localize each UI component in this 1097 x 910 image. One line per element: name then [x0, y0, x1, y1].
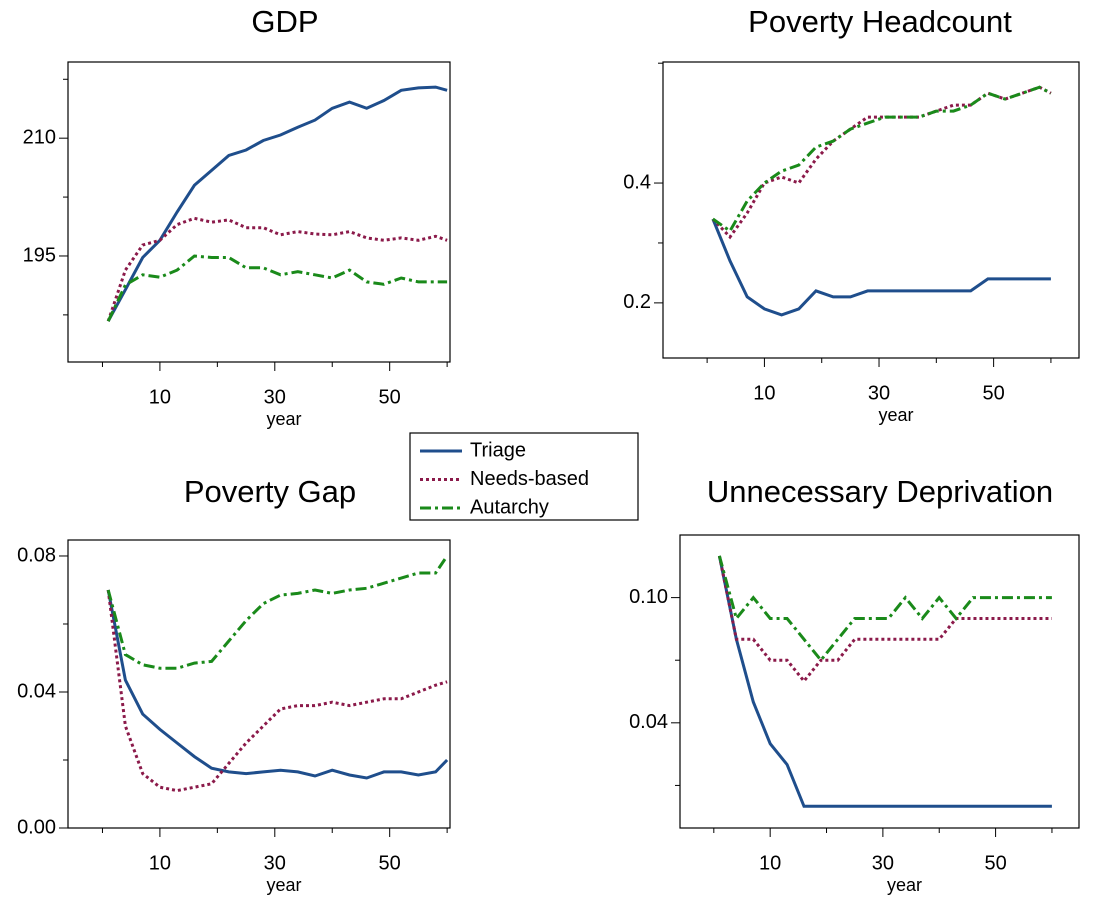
x-tick-label: 10 — [149, 386, 171, 408]
series-line — [106, 216, 448, 322]
x-tick-label: 50 — [984, 852, 1006, 874]
x-tick-label: 50 — [379, 386, 401, 408]
legend-box — [409, 432, 639, 521]
series-line — [717, 555, 1052, 808]
x-tick-label: 10 — [759, 852, 781, 874]
chart-title: GDP — [251, 4, 318, 39]
series-line — [106, 589, 449, 780]
series-line — [106, 85, 448, 322]
x-axis-label: year — [887, 875, 922, 895]
x-tick-label: 30 — [872, 852, 894, 874]
x-tick-label: 30 — [264, 386, 286, 408]
series-line — [711, 218, 1051, 317]
plot-frame — [67, 539, 451, 829]
y-tick-label: 0.04 — [629, 711, 668, 733]
chart-title: Poverty Gap — [184, 474, 356, 509]
x-tick-label: 50 — [982, 382, 1004, 404]
series-line — [106, 254, 448, 322]
y-tick-label: 0.00 — [17, 816, 56, 838]
x-tick-label: 30 — [264, 852, 286, 874]
x-tick-label: 10 — [753, 382, 775, 404]
y-tick-label: 0.4 — [623, 171, 651, 193]
legend-label: Triage — [470, 439, 526, 461]
y-tick-label: 0.04 — [17, 680, 56, 702]
y-tick-label: 210 — [23, 126, 56, 148]
series-line — [712, 85, 1052, 234]
series-line — [106, 555, 449, 670]
x-tick-label: 30 — [868, 382, 890, 404]
series-line — [106, 589, 448, 793]
x-tick-label: 50 — [379, 852, 401, 874]
y-tick-label: 0.08 — [17, 544, 56, 566]
series-line — [717, 555, 1052, 684]
y-tick-label: 0.10 — [629, 586, 668, 608]
x-axis-label: year — [266, 875, 301, 895]
chart-title: Poverty Headcount — [748, 4, 1012, 39]
chart-title: Unnecessary Deprivation — [707, 474, 1053, 509]
legend-label: Needs-based — [470, 468, 589, 490]
x-axis-label: year — [266, 409, 301, 429]
y-tick-label: 0.2 — [623, 291, 651, 313]
plot-frame — [662, 61, 1080, 359]
plot-frame — [67, 61, 451, 363]
legend-label: Autarchy — [470, 496, 549, 518]
y-tick-label: 195 — [23, 244, 56, 266]
plot-frame — [679, 534, 1080, 829]
series-line — [711, 85, 1052, 240]
series-line — [717, 555, 1052, 663]
x-tick-label: 10 — [149, 852, 171, 874]
x-axis-label: year — [878, 405, 913, 425]
